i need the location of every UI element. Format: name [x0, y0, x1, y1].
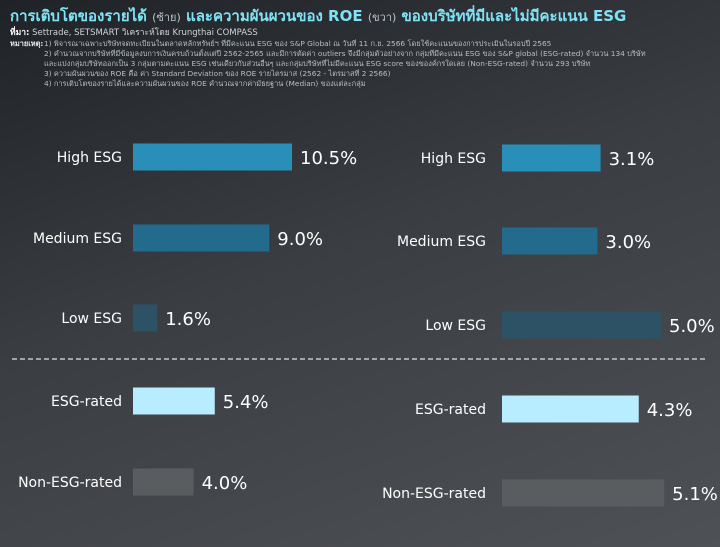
category-label: Non-ESG-rated: [382, 486, 486, 502]
category-label: High ESG: [57, 150, 122, 166]
chart-title: การเติบโตของรายได้ (ซ้าย) และความผันผวนข…: [10, 6, 715, 28]
notes: หมายเหตุ: 1) พิจารณาเฉพาะบริษัทจดทะเบียน…: [10, 39, 715, 89]
note-row: 3) ความผันผวนของ ROE คือ ค่า Standard De…: [10, 69, 715, 79]
title-left-paren: (ซ้าย): [152, 11, 181, 24]
header: การเติบโตของรายได้ (ซ้าย) และความผันผวนข…: [10, 6, 715, 89]
title-right-paren: (ขวา): [367, 11, 397, 24]
notes-label: หมายเหตุ:: [10, 39, 44, 48]
value-label: 1.6%: [165, 309, 211, 330]
value-label: 3.0%: [605, 232, 651, 253]
category-label: ESG-rated: [51, 394, 122, 410]
note-row: 4) การเติบโตของรายได้และความผันผวนของ RO…: [10, 79, 715, 89]
category-label: High ESG: [421, 151, 486, 167]
title-left: การเติบโตของรายได้: [10, 7, 147, 25]
title-right: ของบริษัทที่มีและไม่มีคะแนน ESG: [401, 7, 627, 25]
value-label: 5.1%: [672, 484, 718, 505]
category-label: Low ESG: [425, 318, 486, 334]
note-row: หมายเหตุ: 1) พิจารณาเฉพาะบริษัทจดทะเบียน…: [10, 39, 715, 49]
bar: [133, 224, 270, 252]
note-item: 2) คำนวณจากบริษัทที่มีข้อมูลงบการเงินครบ…: [44, 49, 646, 58]
source-label: ที่มา:: [10, 28, 30, 38]
category-label: Medium ESG: [397, 234, 486, 250]
note-item: และแบ่งกลุ่มบริษัทออกเป็น 3 กลุ่มตามคะแน…: [44, 59, 591, 68]
value-label: 4.0%: [202, 473, 248, 494]
source-line: ที่มา: Settrade, SETSMART วิเคราะห์โดย K…: [10, 28, 715, 39]
bar: [502, 144, 601, 172]
note-item: 1) พิจารณาเฉพาะบริษัทจดทะเบียนในตลาดหลัก…: [44, 39, 552, 48]
source-text: Settrade, SETSMART วิเคราะห์โดย Krungtha…: [32, 28, 258, 38]
note-item: 3) ความผันผวนของ ROE คือ ค่า Standard De…: [44, 69, 391, 78]
value-label: 3.1%: [609, 149, 655, 170]
value-label: 4.3%: [647, 400, 693, 421]
value-label: 9.0%: [277, 229, 323, 250]
note-row: 2) คำนวณจากบริษัทที่มีข้อมูลงบการเงินครบ…: [10, 49, 715, 59]
note-item: 4) การเติบโตของรายได้และความผันผวนของ RO…: [44, 79, 366, 88]
note-row: และแบ่งกลุ่มบริษัทออกเป็น 3 กลุ่มตามคะแน…: [10, 59, 715, 69]
bar: [502, 395, 639, 423]
bar: [133, 304, 158, 332]
bar: [502, 227, 598, 255]
category-label: Non-ESG-rated: [18, 475, 122, 491]
bar: [133, 468, 194, 496]
category-label: Medium ESG: [33, 231, 122, 247]
title-mid: และความผันผวนของ ROE: [186, 7, 363, 25]
value-label: 10.5%: [300, 148, 357, 169]
bar: [133, 387, 215, 415]
category-label: Low ESG: [61, 311, 122, 327]
category-label: ESG-rated: [415, 402, 486, 418]
bar: [133, 143, 292, 171]
bar: [502, 311, 661, 339]
bar: [502, 479, 665, 507]
value-label: 5.4%: [223, 392, 269, 413]
value-label: 5.0%: [669, 316, 715, 337]
